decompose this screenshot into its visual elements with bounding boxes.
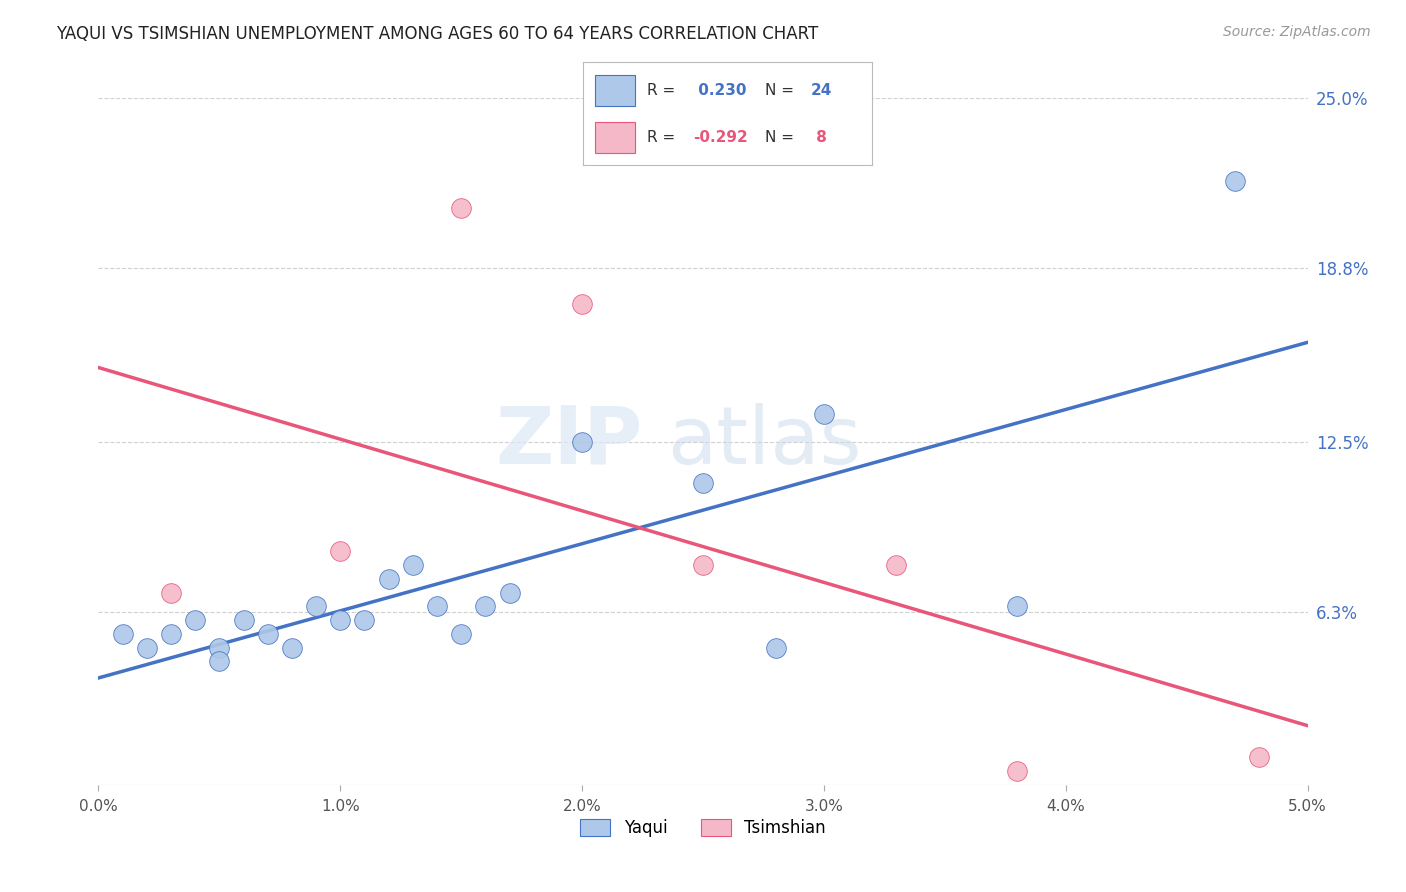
Point [1007, 764, 1029, 779]
Legend: Yaqui, Tsimshian: Yaqui, Tsimshian [572, 811, 834, 846]
Point [160, 627, 183, 641]
Text: R =: R = [647, 83, 681, 97]
Point [571, 434, 593, 449]
Text: -0.292: -0.292 [693, 130, 748, 145]
FancyBboxPatch shape [595, 122, 636, 153]
Text: N =: N = [765, 83, 799, 97]
Point [474, 599, 496, 614]
Point [692, 558, 714, 573]
Point [184, 613, 207, 627]
Point [450, 201, 472, 215]
Text: N =: N = [765, 130, 799, 145]
Text: 8: 8 [811, 130, 827, 145]
Point [353, 613, 375, 627]
Point [160, 585, 183, 599]
FancyBboxPatch shape [595, 75, 636, 105]
Point [111, 627, 134, 641]
Point [765, 640, 787, 655]
Point [232, 613, 254, 627]
Point [305, 599, 328, 614]
Point [426, 599, 449, 614]
Text: ZIP: ZIP [495, 402, 643, 481]
Point [377, 572, 399, 586]
Text: Source: ZipAtlas.com: Source: ZipAtlas.com [1223, 25, 1371, 39]
Point [135, 640, 157, 655]
Text: YAQUI VS TSIMSHIAN UNEMPLOYMENT AMONG AGES 60 TO 64 YEARS CORRELATION CHART: YAQUI VS TSIMSHIAN UNEMPLOYMENT AMONG AG… [56, 25, 818, 43]
Point [692, 475, 714, 490]
Text: atlas: atlas [666, 402, 860, 481]
Point [208, 654, 231, 668]
Point [498, 585, 520, 599]
Point [208, 640, 231, 655]
Point [402, 558, 425, 573]
Point [886, 558, 908, 573]
Text: 0.230: 0.230 [693, 83, 747, 97]
Point [1007, 599, 1029, 614]
Text: 24: 24 [811, 83, 832, 97]
Point [1223, 173, 1246, 187]
Point [329, 544, 352, 558]
Point [256, 627, 278, 641]
Point [450, 627, 472, 641]
Point [813, 407, 835, 421]
Point [329, 613, 352, 627]
Point [1249, 750, 1271, 764]
Text: R =: R = [647, 130, 681, 145]
Point [281, 640, 304, 655]
Point [571, 297, 593, 311]
